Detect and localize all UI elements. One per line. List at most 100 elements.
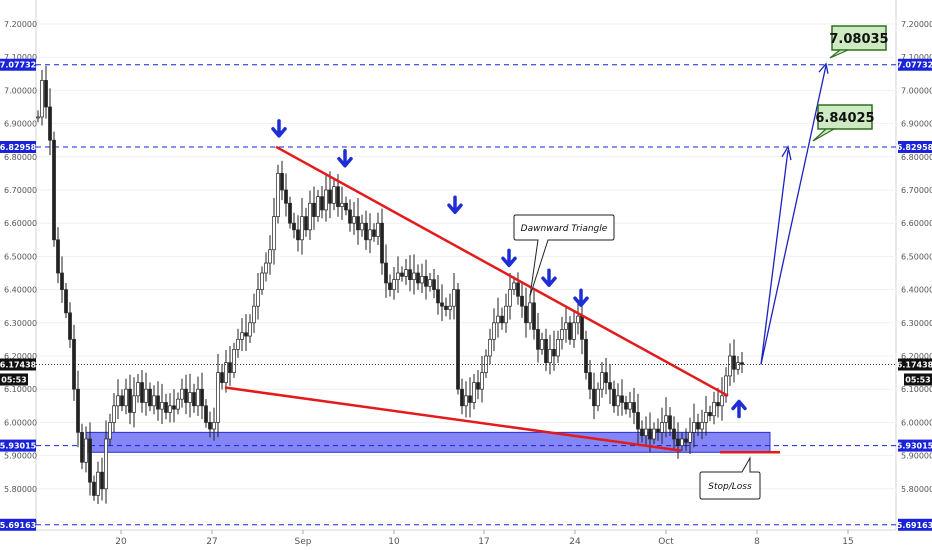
candle-body — [364, 222, 368, 241]
candle-body — [108, 422, 112, 440]
y-tick-label: 6.30000 — [901, 319, 932, 328]
candle-body — [660, 422, 664, 433]
candle-body — [92, 481, 96, 496]
candle-body — [340, 202, 344, 207]
candle-body — [652, 428, 656, 440]
candle-body — [252, 305, 256, 324]
timer-tag-left — [0, 373, 28, 386]
x-tick-label: 27 — [206, 537, 217, 547]
candle-body — [208, 422, 212, 430]
candle-body — [248, 322, 252, 337]
candle-body — [120, 395, 124, 407]
candle-body — [168, 405, 172, 413]
candle-body — [720, 395, 724, 407]
candle-body — [532, 302, 536, 330]
y-tick-label: 6.90000 — [901, 120, 932, 129]
price-tag-left — [0, 439, 36, 452]
price-tag-label: 5.69163 — [0, 521, 36, 530]
stop-loss-label: Stop/Loss — [708, 482, 752, 492]
triangle-label: Dawnward Triangle — [521, 224, 608, 234]
price-tags: 7.07732 7.07732 6.82958 6.82958 5.93015 5.930… — [0, 58, 932, 531]
candle-body — [132, 395, 136, 413]
y-tick-label: 5.80000 — [901, 485, 932, 494]
candle-body — [556, 339, 560, 357]
y-tick-label: 6.20000 — [901, 352, 932, 361]
target-label-low: 6.84025 — [812, 104, 875, 142]
grid — [36, 23, 896, 523]
timer-label: 05:53 — [1, 376, 26, 385]
candle-body — [464, 395, 468, 407]
candle-body — [704, 412, 708, 423]
x-tick-label: 24 — [569, 537, 581, 547]
y-tick-label: 7.00000 — [901, 86, 932, 95]
candle-body — [524, 305, 528, 324]
price-tag-label: 5.93015 — [897, 442, 932, 451]
x-tick-label: Sep — [295, 537, 312, 547]
candle-body — [504, 305, 508, 324]
candle-body — [68, 312, 72, 340]
candle-body — [240, 332, 244, 340]
candle-body — [316, 196, 320, 217]
candle-body — [444, 305, 448, 310]
candle-body — [44, 80, 48, 108]
candle-body — [336, 186, 340, 207]
y-tick-label: 6.00000 — [4, 418, 37, 427]
lower-trendline — [224, 386, 682, 452]
candle-body — [332, 186, 336, 204]
candle-body — [540, 339, 544, 350]
candle-body — [236, 339, 240, 350]
candle-body — [572, 322, 576, 340]
candle-body — [636, 412, 640, 430]
candle-body — [368, 229, 372, 241]
candle-body — [712, 402, 716, 417]
candle-body — [500, 315, 504, 324]
candle-body — [676, 438, 680, 446]
candle-body — [172, 405, 176, 410]
price-tag-label: 6.17438 — [0, 361, 37, 370]
timer-label: 05:53 — [905, 376, 930, 385]
candle-body — [384, 262, 388, 284]
candle-body — [212, 422, 216, 430]
projection-line-high — [760, 65, 827, 365]
candle-body — [632, 402, 636, 413]
candle-body — [148, 388, 152, 407]
candle-body — [588, 372, 592, 390]
candle-body — [400, 272, 404, 277]
candle-body — [616, 395, 620, 407]
candle-body — [496, 315, 500, 324]
up-arrow-icon — [731, 399, 747, 419]
candle-body — [520, 295, 524, 307]
candle-body — [388, 282, 392, 290]
candle-body — [700, 422, 704, 430]
candle-body — [416, 272, 420, 284]
price-tag-right — [898, 358, 932, 371]
y-tick-label: 7.00000 — [4, 86, 37, 95]
x-tick-label: Oct — [658, 537, 674, 547]
candle-body — [396, 272, 400, 280]
price-tag-left — [0, 58, 36, 71]
candle-body — [268, 249, 272, 264]
candle-body — [116, 395, 120, 407]
candle-body — [680, 438, 684, 446]
x-tick-label: 15 — [842, 537, 853, 547]
candle-body — [452, 289, 456, 307]
y-tick-label: 5.80000 — [4, 485, 37, 494]
candle-body — [136, 382, 140, 397]
candle-body — [216, 372, 220, 423]
candle-body — [596, 388, 600, 407]
candle-body — [276, 173, 280, 217]
candle-body — [688, 432, 692, 443]
x-tick-label: 17 — [478, 537, 489, 547]
candle-body — [472, 382, 476, 403]
candle-body — [324, 189, 328, 211]
candle-body — [412, 272, 416, 280]
price-tag-right — [898, 58, 932, 71]
y-tick-label: 6.60000 — [901, 219, 932, 228]
candle-body — [124, 388, 128, 407]
candle-body — [40, 80, 44, 118]
candle-body — [232, 349, 236, 373]
candle-body — [244, 332, 248, 337]
candle-body — [60, 272, 64, 290]
